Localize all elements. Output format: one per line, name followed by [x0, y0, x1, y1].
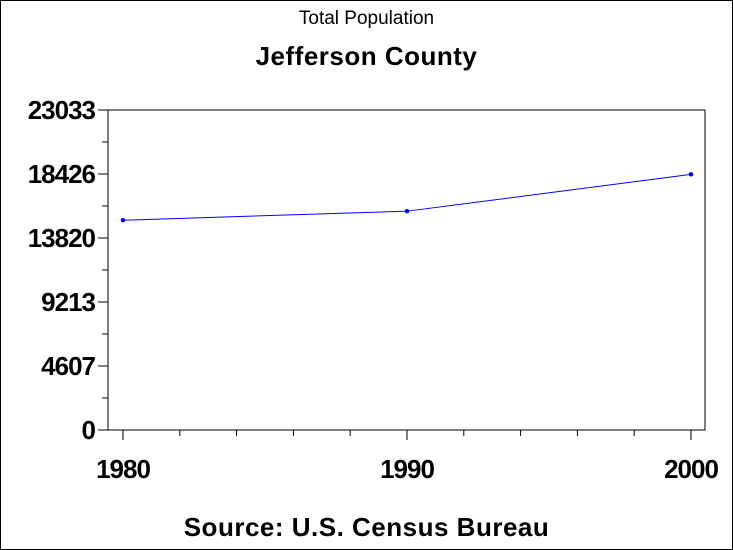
y-tick-label: 4607 [41, 351, 95, 381]
x-tick-label: 1990 [380, 454, 434, 484]
y-tick-label: 0 [82, 415, 96, 445]
y-tick-label: 13820 [28, 223, 96, 253]
source-note: Source: U.S. Census Bureau [183, 512, 550, 542]
chart-subtitle: Jefferson County [255, 41, 478, 71]
x-tick-label: 1980 [96, 454, 150, 484]
x-tick-label: 2000 [664, 454, 718, 484]
x-axis: 1980 1990 2000 [96, 430, 719, 484]
data-point [688, 172, 694, 177]
series-group [120, 172, 694, 223]
plot-area [107, 109, 706, 431]
y-tick-label: 18426 [28, 159, 96, 189]
data-point [404, 208, 410, 214]
y-tick-label: 23033 [28, 95, 96, 125]
data-point [120, 218, 126, 223]
y-axis: 0 4607 9213 13820 18426 23033 [28, 95, 108, 445]
chart-title: Total Population [298, 8, 435, 29]
y-tick-label: 9213 [41, 287, 95, 317]
